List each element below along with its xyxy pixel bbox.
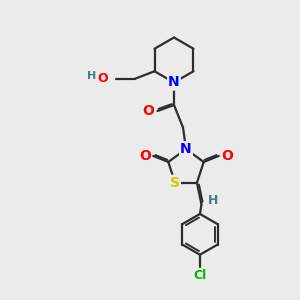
Text: O: O: [142, 104, 154, 118]
Text: O: O: [139, 149, 151, 163]
Text: N: N: [180, 142, 192, 156]
Text: N: N: [180, 142, 192, 156]
Text: O: O: [139, 149, 151, 163]
Text: Cl: Cl: [193, 269, 207, 282]
Text: N: N: [168, 76, 180, 89]
Text: H: H: [88, 71, 97, 81]
Text: Cl: Cl: [193, 269, 207, 282]
Text: H: H: [88, 71, 97, 81]
Text: O: O: [221, 149, 233, 163]
Text: O: O: [221, 149, 233, 163]
Text: H: H: [208, 194, 218, 207]
Text: S: S: [170, 176, 180, 190]
Text: O: O: [98, 72, 108, 85]
Text: S: S: [170, 176, 180, 190]
Text: N: N: [168, 76, 180, 89]
Text: O: O: [98, 72, 108, 85]
Text: H: H: [208, 194, 218, 207]
Text: O: O: [142, 104, 154, 118]
